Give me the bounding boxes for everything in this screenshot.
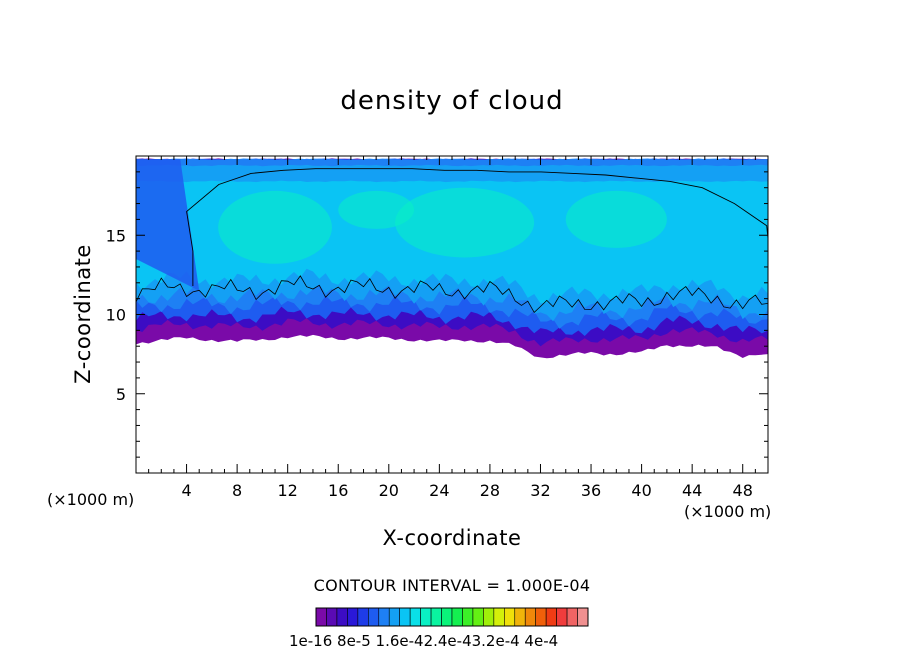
core-blob [338, 190, 415, 229]
core-blob [395, 187, 535, 258]
colorbar-swatch [472, 607, 484, 627]
x-tick-label: 40 [631, 481, 651, 500]
colorbar-swatch [409, 607, 421, 627]
x-axis-unit: (×1000 m) [684, 502, 772, 521]
x-axis-label: X-coordinate [382, 526, 522, 550]
x-tick-label: 4 [181, 481, 191, 500]
colorbar-swatch [430, 607, 442, 627]
left-edge [136, 159, 200, 291]
y-axis-label: Z-coordinate [71, 244, 95, 384]
x-tick-label: 44 [682, 481, 702, 500]
x-tick-label: 16 [328, 481, 348, 500]
x-tick-label: 48 [733, 481, 753, 500]
colorbar-swatch [556, 607, 568, 627]
colorbar-swatch [483, 607, 495, 627]
colorbar-swatch [399, 607, 411, 627]
core-blob [218, 190, 332, 264]
colorbar-swatch [451, 607, 463, 627]
colorbar-swatch [524, 607, 536, 627]
contour-interval-text: CONTOUR INTERVAL = 1.000E-04 [313, 576, 591, 595]
colorbar-swatch [315, 607, 327, 627]
colorbar-swatch [378, 607, 390, 627]
contour-line-lower [136, 275, 768, 314]
colorbar-swatch [336, 607, 348, 627]
chart-title: density of cloud [340, 86, 564, 116]
colorbar-swatch [535, 607, 547, 627]
colorbar-swatch [577, 607, 589, 627]
colorbar-swatch [566, 607, 578, 627]
contour-line [186, 168, 768, 286]
colorbar-swatch [441, 607, 453, 627]
colorbar-swatch [504, 607, 516, 627]
density-field [136, 158, 768, 359]
colorbar-swatch [357, 607, 369, 627]
colorbar-swatch [368, 607, 380, 627]
colorbar-swatch [326, 607, 338, 627]
y-axis-unit: (×1000 m) [47, 490, 135, 509]
x-tick-label: 24 [429, 481, 449, 500]
x-tick-label: 32 [530, 481, 550, 500]
y-tick-label: 5 [116, 385, 126, 404]
colorbar-swatch [462, 607, 474, 627]
x-tick-label: 8 [232, 481, 242, 500]
colorbar-swatch [347, 607, 359, 627]
colorbar-swatch [420, 607, 432, 627]
y-tick-label: 10 [106, 306, 126, 325]
colorbar-swatch [493, 607, 505, 627]
colorbar-labels: 1e-16 8e-5 1.6e-42.4e-43.2e-4 4e-4 [289, 632, 559, 650]
x-tick-label: 12 [278, 481, 298, 500]
y-tick-label: 15 [106, 226, 126, 245]
x-tick-label: 28 [480, 481, 500, 500]
colorbar-swatch [545, 607, 557, 627]
colorbar-swatch [514, 607, 526, 627]
x-tick-label: 20 [379, 481, 399, 500]
x-tick-label: 36 [581, 481, 601, 500]
core-blob [565, 190, 667, 248]
colorbar [315, 607, 589, 627]
colorbar-frame [315, 607, 589, 627]
colorbar-swatch [388, 607, 400, 627]
